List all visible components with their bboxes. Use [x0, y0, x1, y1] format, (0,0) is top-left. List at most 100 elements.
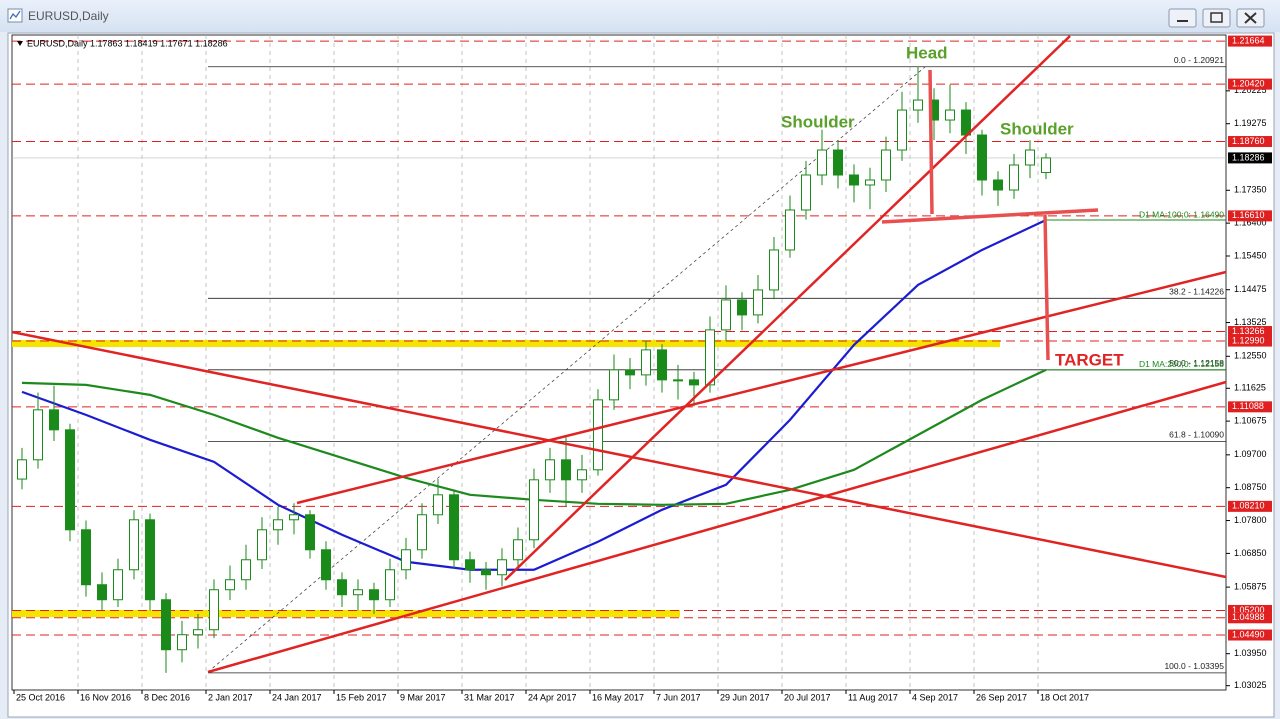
x-tick-label: 16 Nov 2016	[80, 692, 131, 702]
candle-body	[193, 629, 203, 636]
neckline	[881, 208, 1099, 224]
annotation-shoulder: Shoulder	[781, 112, 855, 131]
y-tick-label: 1.05875	[1234, 581, 1267, 591]
x-tick-label: 31 Mar 2017	[464, 692, 515, 702]
support-zone	[12, 340, 1000, 347]
level-box	[1228, 35, 1272, 47]
candle-body	[577, 469, 587, 481]
x-tick-label: 24 Apr 2017	[528, 692, 577, 702]
support-zone	[12, 610, 680, 617]
candle-body	[721, 299, 731, 331]
candle-body	[465, 559, 475, 571]
trend-lines	[11, 35, 1227, 674]
candle-body	[609, 369, 619, 401]
candle-body	[529, 479, 539, 541]
x-tick-label: 25 Oct 2016	[16, 692, 65, 702]
level-box	[1228, 210, 1272, 222]
y-tick-label: 1.08750	[1234, 482, 1267, 492]
candle-body	[849, 174, 859, 186]
candle-body	[17, 459, 27, 480]
level-box	[1228, 326, 1272, 338]
ma-label: D1 MA:200;0: 1.12158	[1139, 359, 1224, 369]
fib-label: 100.0 - 1.03395	[1164, 661, 1224, 671]
annotation-shoulder: Shoulder	[1000, 119, 1074, 138]
trend-line	[504, 35, 1071, 581]
x-tick-label: 29 Jun 2017	[720, 692, 770, 702]
moving-average	[21, 219, 1047, 571]
candle-body	[321, 549, 331, 581]
y-tick-label: 1.13525	[1234, 317, 1267, 327]
fib-label: 38.2 - 1.14226	[1169, 287, 1224, 297]
candle-body	[833, 149, 843, 176]
candle-body	[129, 519, 139, 571]
level-label: 1.13266	[1232, 326, 1265, 336]
candle-body	[801, 174, 811, 211]
candle-body	[417, 514, 427, 551]
candle-body	[65, 429, 75, 531]
candle-body	[353, 589, 363, 596]
candle-body	[785, 209, 795, 251]
close-icon	[1244, 12, 1257, 24]
level-label: 1.04988	[1232, 612, 1265, 622]
target-projection	[1043, 214, 1050, 361]
trend-line	[11, 330, 1227, 579]
x-tick-label: 9 Mar 2017	[400, 692, 446, 702]
candle-body	[865, 179, 875, 186]
header-arrow	[17, 41, 23, 46]
candle-body	[337, 579, 347, 596]
candle-body	[545, 459, 555, 481]
minimize-button[interactable]	[1168, 8, 1197, 28]
y-tick-label: 1.03025	[1234, 680, 1267, 690]
candle-body	[769, 249, 779, 291]
candles	[17, 66, 1051, 673]
candle-body	[1025, 149, 1035, 166]
level-box	[1228, 401, 1272, 413]
level-box	[1228, 629, 1272, 641]
trend-line	[296, 270, 1227, 505]
candle-body	[113, 569, 123, 601]
candle-body	[993, 179, 1003, 191]
annotation-target: TARGET	[1055, 350, 1124, 369]
level-label: 1.05200	[1232, 605, 1265, 615]
candle-body	[161, 599, 171, 651]
x-tick-label: 26 Sep 2017	[976, 692, 1027, 702]
y-tick-label: 1.19275	[1234, 118, 1267, 128]
maximize-button[interactable]	[1202, 8, 1231, 28]
candle-body	[273, 519, 283, 531]
candle-body	[657, 349, 667, 381]
candle-body	[305, 514, 315, 551]
candle-body	[481, 569, 491, 576]
levels	[12, 40, 1226, 636]
trend-line	[207, 380, 1227, 674]
y-tick-label: 1.20225	[1234, 85, 1267, 95]
candle-body	[817, 149, 827, 176]
x-tick-label: 8 Dec 2016	[144, 692, 190, 702]
candle-body	[497, 559, 507, 576]
level-label: 1.08210	[1232, 501, 1265, 511]
candle-body	[145, 519, 155, 601]
x-tick-label: 7 Jun 2017	[656, 692, 701, 702]
candle-body	[1041, 157, 1051, 174]
level-box	[1228, 500, 1272, 512]
x-tick-label: 20 Jul 2017	[784, 692, 831, 702]
candle-body	[897, 109, 907, 151]
candle-body	[513, 539, 523, 561]
window-icon-chart	[9, 10, 21, 20]
level-label: 1.20420	[1232, 78, 1265, 88]
candle-body	[961, 109, 971, 136]
candle-body	[673, 379, 683, 382]
y-tick-label: 1.07800	[1234, 515, 1267, 525]
y-tick-label: 1.15450	[1234, 250, 1267, 260]
level-label: 1.11088	[1232, 401, 1264, 411]
current-price-label: 1.18286	[1232, 152, 1265, 162]
level-box	[1228, 335, 1272, 347]
y-tick-label: 1.12550	[1234, 351, 1267, 361]
candle-body	[625, 369, 635, 376]
y-tick-label: 1.14475	[1234, 284, 1267, 294]
y-tick-label: 1.09700	[1234, 449, 1267, 459]
maximize-icon	[1210, 12, 1223, 23]
candle-body	[241, 559, 251, 581]
window-buttons[interactable]	[1168, 8, 1265, 28]
y-tick-label: 1.06850	[1234, 548, 1267, 558]
